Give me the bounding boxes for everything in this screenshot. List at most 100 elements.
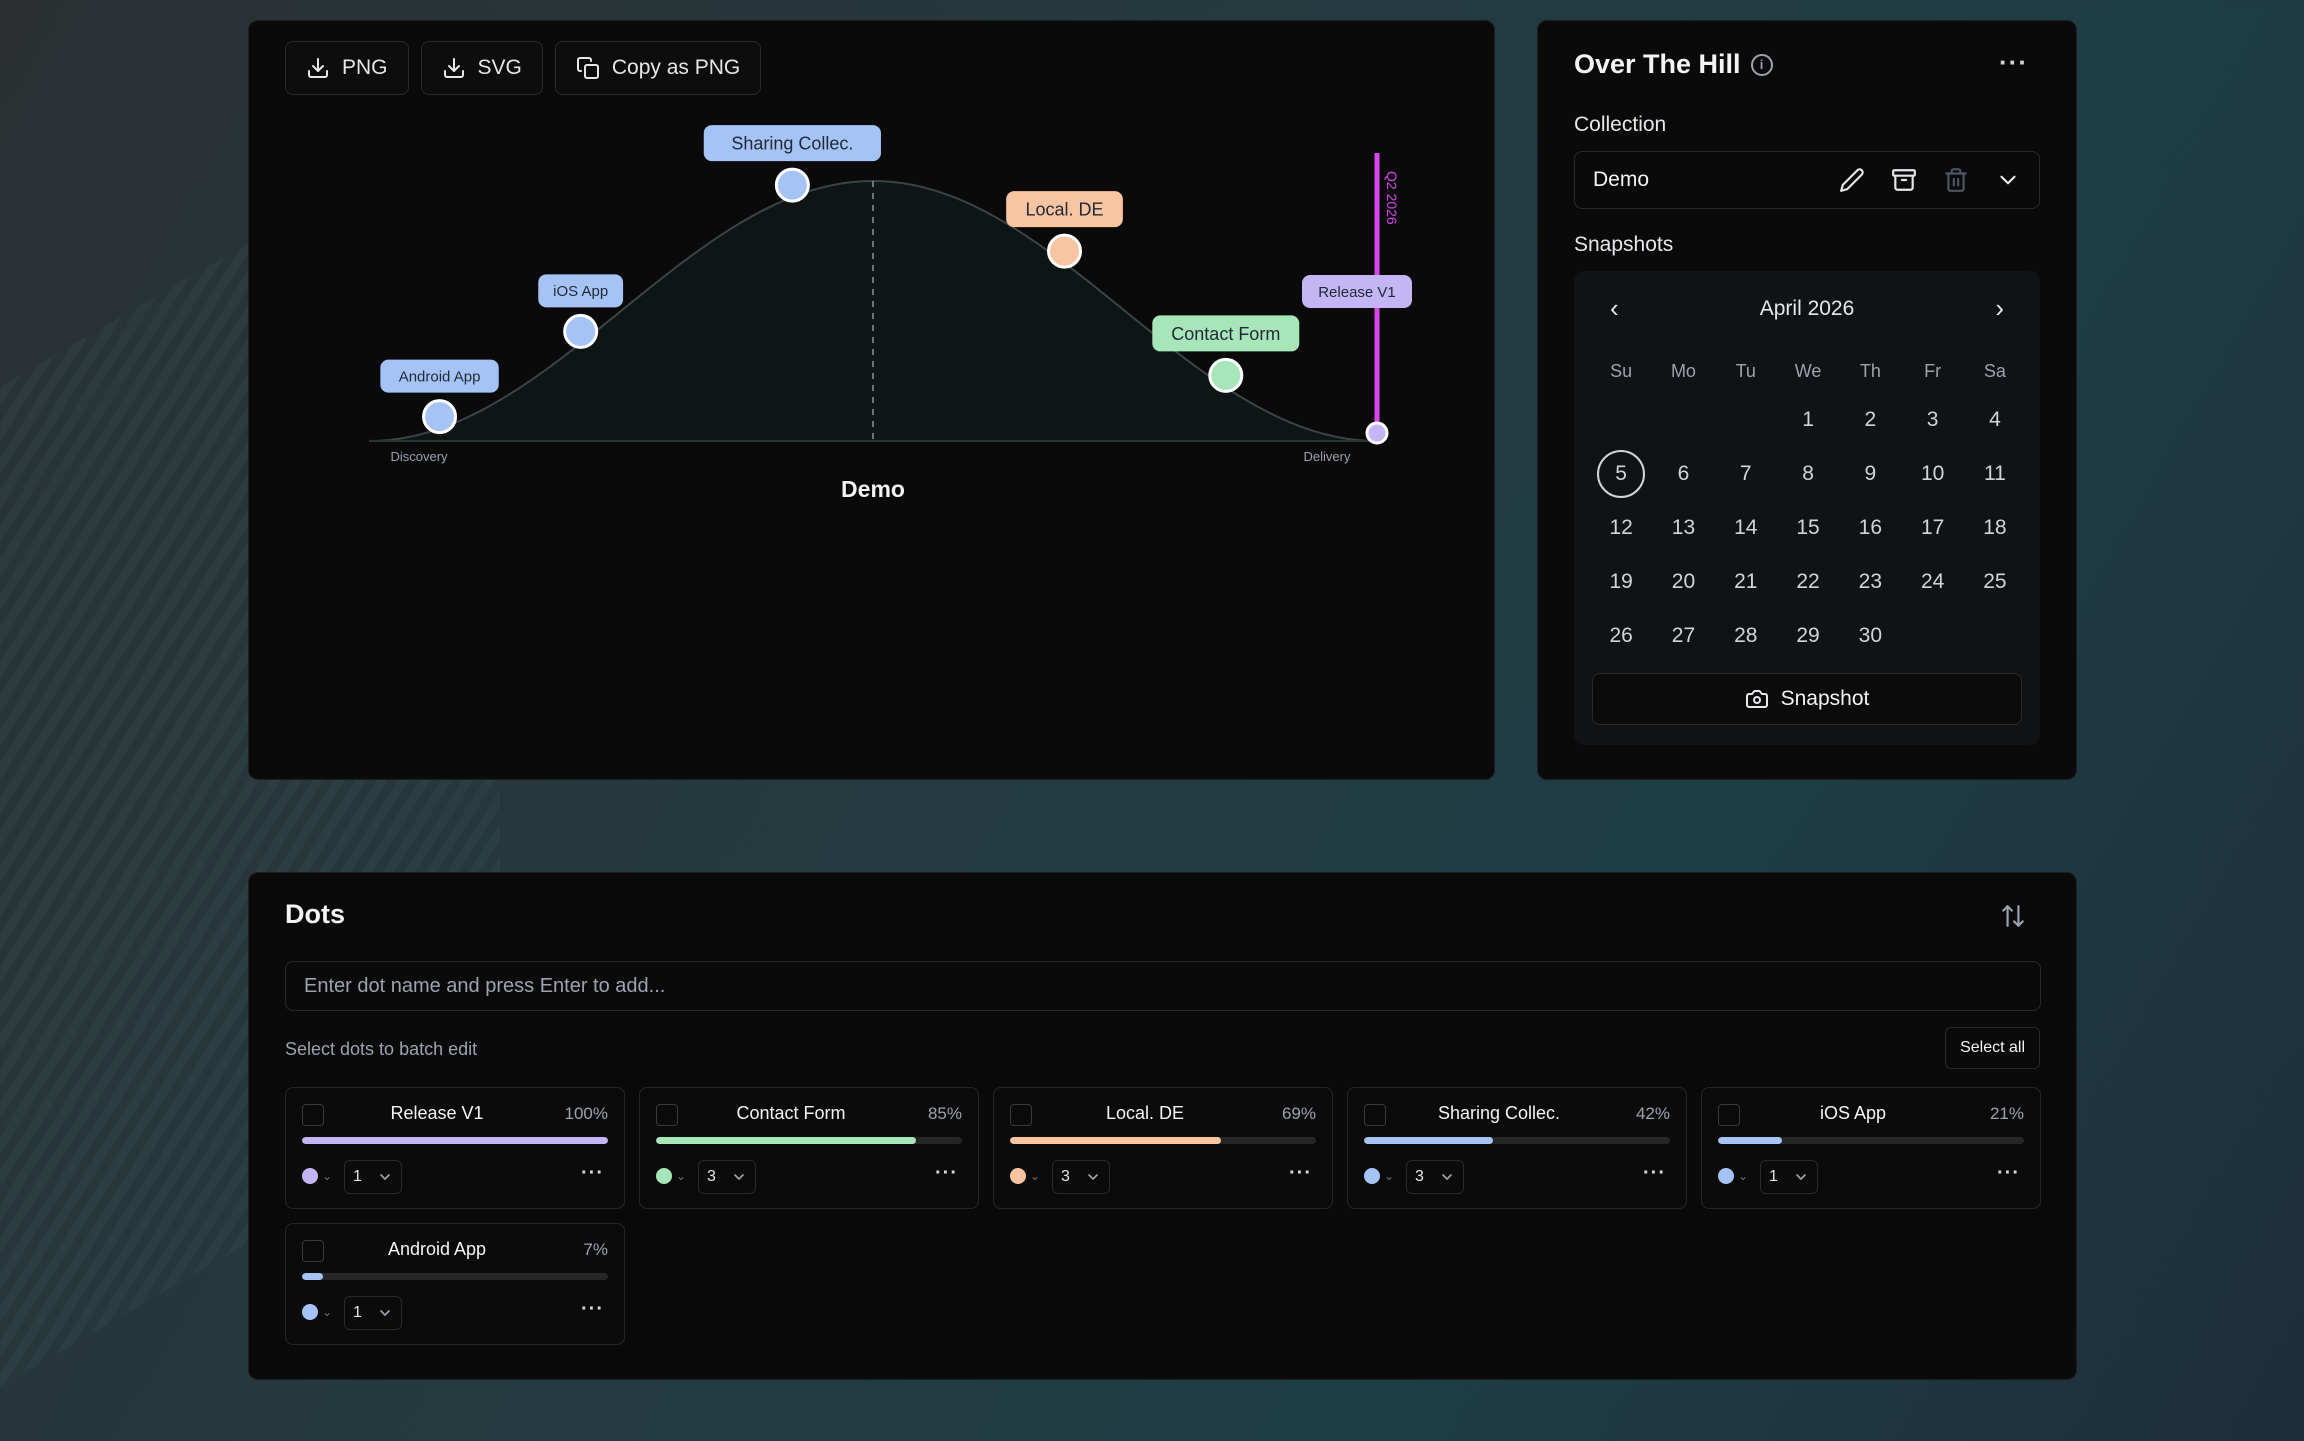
dot-color-picker[interactable]: ⌄ <box>1364 1168 1394 1184</box>
chevron-down-icon[interactable] <box>1995 167 2021 193</box>
dot-size-value: 1 <box>353 1168 362 1185</box>
copy-png-button[interactable]: Copy as PNG <box>554 41 762 95</box>
calendar-day[interactable]: 16 <box>1858 516 1883 539</box>
point-dot[interactable] <box>1047 233 1083 269</box>
more-options-icon[interactable]: ··· <box>1999 47 2028 77</box>
chevron-right-icon[interactable]: › <box>1995 293 2004 323</box>
dot-color-picker[interactable]: ⌄ <box>302 1304 332 1320</box>
calendar-day[interactable]: 8 <box>1802 462 1814 485</box>
hill-point[interactable]: Sharing Collec. <box>703 125 881 203</box>
dot-name-input[interactable]: Enter dot name and press Enter to add... <box>285 961 2041 1011</box>
calendar-day[interactable]: 24 <box>1920 570 1945 593</box>
calendar-day[interactable]: 10 <box>1920 462 1945 485</box>
dot-progress-bar <box>302 1137 608 1144</box>
point-label: Release V1 <box>1318 284 1396 301</box>
dot-size-select[interactable]: 1 <box>344 1296 402 1330</box>
hill-point[interactable]: Android App <box>380 359 499 435</box>
point-label-bg <box>1006 191 1123 228</box>
snapshot-button[interactable]: Snapshot <box>1592 673 2022 725</box>
dot-more-options-icon[interactable]: ··· <box>1643 1162 1666 1184</box>
calendar-day[interactable]: 12 <box>1609 516 1633 539</box>
chevron-down-icon <box>380 1174 390 1180</box>
collection-select[interactable]: Demo <box>1574 151 2040 209</box>
chevron-left-icon[interactable]: ‹ <box>1610 293 1619 323</box>
dot-checkbox[interactable] <box>1010 1104 1032 1126</box>
snapshots-label: Snapshots <box>1574 233 1674 256</box>
calendar-day[interactable]: 6 <box>1677 462 1690 485</box>
hill-point[interactable]: Release V1 <box>1302 275 1412 445</box>
dot-color-picker[interactable]: ⌄ <box>302 1168 332 1184</box>
dot-progress-bar <box>1010 1137 1316 1144</box>
calendar-day[interactable]: 2 <box>1864 408 1877 431</box>
dot-size-select[interactable]: 1 <box>344 1160 402 1194</box>
calendar-day[interactable]: 29 <box>1796 624 1820 647</box>
dot-color-picker[interactable]: ⌄ <box>656 1168 686 1184</box>
calendar-day[interactable]: 28 <box>1734 624 1758 647</box>
point-dot[interactable] <box>774 167 810 203</box>
calendar-day[interactable]: 15 <box>1796 516 1820 539</box>
calendar-day[interactable]: 14 <box>1734 516 1758 539</box>
dot-more-options-icon[interactable]: ··· <box>1289 1162 1312 1184</box>
calendar-day[interactable]: 9 <box>1864 462 1877 485</box>
calendar-day[interactable]: 1 <box>1802 408 1814 431</box>
pencil-icon[interactable] <box>1839 167 1865 193</box>
chart-panel: PNG SVG Copy as PNG Q2 2026 Discovery De… <box>248 20 1495 780</box>
info-icon[interactable]: i <box>1750 53 1773 76</box>
calendar-empty <box>1715 393 1777 447</box>
export-svg-button[interactable]: SVG <box>420 41 543 95</box>
dot-checkbox[interactable] <box>302 1104 324 1126</box>
app-title: Over The Hill <box>1574 49 1741 79</box>
dot-size-select[interactable]: 3 <box>698 1160 756 1194</box>
dot-more-options-icon[interactable]: ··· <box>581 1298 604 1320</box>
calendar-day[interactable]: 19 <box>1609 570 1633 593</box>
calendar-day[interactable]: 13 <box>1671 516 1696 539</box>
dot-size-value: 3 <box>707 1168 716 1185</box>
dot-size-select[interactable]: 3 <box>1052 1160 1110 1194</box>
archive-icon[interactable] <box>1891 167 1917 193</box>
hill-point[interactable]: iOS App <box>538 274 624 349</box>
point-dot[interactable] <box>1208 357 1244 393</box>
chevron-down-icon: ⌄ <box>322 1305 333 1319</box>
hill-point[interactable]: Contact Form <box>1152 315 1300 393</box>
dot-checkbox[interactable] <box>1364 1104 1386 1126</box>
calendar-day[interactable]: 11 <box>1984 462 2006 485</box>
dot-more-options-icon[interactable]: ··· <box>1997 1162 2020 1184</box>
dot-color-picker[interactable]: ⌄ <box>1718 1168 1748 1184</box>
calendar-day[interactable]: 21 <box>1734 570 1758 593</box>
chevron-down-icon <box>1796 1174 1806 1180</box>
dot-checkbox[interactable] <box>1718 1104 1740 1126</box>
export-png-button[interactable]: PNG <box>285 41 409 95</box>
select-all-button[interactable]: Select all <box>1945 1027 2040 1069</box>
dot-more-options-icon[interactable]: ··· <box>581 1162 604 1184</box>
calendar-dow: We <box>1794 361 1822 381</box>
calendar-day[interactable]: 5 <box>1590 447 1652 501</box>
calendar-day[interactable]: 30 <box>1858 624 1883 647</box>
trash-icon[interactable] <box>1943 167 1969 193</box>
dot-checkbox[interactable] <box>656 1104 678 1126</box>
point-dot[interactable] <box>1365 421 1389 445</box>
hill-point[interactable]: Local. DE <box>1006 191 1123 269</box>
point-dot[interactable] <box>422 399 458 435</box>
calendar-day[interactable]: 27 <box>1671 624 1696 647</box>
calendar-day[interactable]: 18 <box>1983 516 2007 539</box>
calendar-day[interactable]: 7 <box>1739 462 1752 485</box>
calendar-day[interactable]: 20 <box>1671 570 1696 593</box>
sort-icon[interactable] <box>2000 903 2026 929</box>
dot-size-select[interactable]: 3 <box>1406 1160 1464 1194</box>
calendar-day[interactable]: 4 <box>1989 408 2001 431</box>
point-dot[interactable] <box>563 313 599 349</box>
dot-percent: 21% <box>1989 1104 2024 1123</box>
dot-more-options-icon[interactable]: ··· <box>935 1162 958 1184</box>
calendar-day[interactable]: 17 <box>1920 516 1945 539</box>
calendar-day[interactable]: 26 <box>1609 624 1633 647</box>
dot-name: Local. DE <box>1105 1103 1185 1123</box>
dot-color-picker[interactable]: ⌄ <box>1010 1168 1040 1184</box>
dot-size-select[interactable]: 1 <box>1760 1160 1818 1194</box>
calendar-day[interactable]: 3 <box>1926 408 1939 431</box>
dot-progress-bar <box>656 1137 962 1144</box>
dot-checkbox[interactable] <box>302 1240 324 1262</box>
calendar-day[interactable]: 22 <box>1796 570 1820 593</box>
calendar-day[interactable]: 25 <box>1983 570 2007 593</box>
calendar-day[interactable]: 23 <box>1858 570 1883 593</box>
export-toolbar: PNG SVG Copy as PNG <box>285 41 762 95</box>
